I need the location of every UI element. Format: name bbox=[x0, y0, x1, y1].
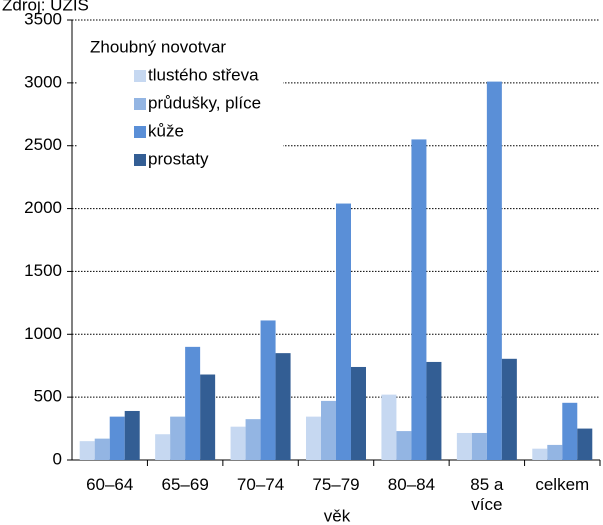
bar bbox=[456, 432, 472, 460]
x-tick-label: 65–69 bbox=[161, 475, 209, 494]
x-tick-label: 80–84 bbox=[387, 475, 436, 494]
legend-swatch bbox=[134, 98, 146, 110]
legend-swatch bbox=[134, 126, 146, 138]
y-tick-label: 0 bbox=[53, 449, 62, 468]
x-tick-label: 70–74 bbox=[236, 475, 285, 494]
bar bbox=[155, 434, 171, 460]
legend-swatch bbox=[134, 154, 146, 166]
bar bbox=[321, 400, 336, 460]
bar bbox=[124, 410, 140, 460]
bar bbox=[396, 431, 412, 460]
bar bbox=[185, 346, 201, 460]
bar bbox=[230, 426, 246, 460]
legend-label: tlustého střeva bbox=[148, 65, 259, 84]
bar bbox=[109, 416, 125, 460]
y-tick-label: 500 bbox=[34, 387, 62, 406]
legend-label: kůže bbox=[148, 121, 184, 140]
legend-label: průdušky, plíce bbox=[148, 93, 261, 112]
source-note: Zdroj: ÚZIS bbox=[2, 0, 89, 14]
bar bbox=[577, 428, 593, 460]
legend-box bbox=[78, 30, 283, 180]
bar bbox=[336, 203, 351, 461]
bar bbox=[471, 432, 487, 460]
legend-title: Zhoubný novotvar bbox=[90, 37, 226, 56]
y-tick-label: 3500 bbox=[24, 9, 62, 28]
bar bbox=[94, 438, 110, 460]
legend-swatch bbox=[134, 70, 146, 82]
x-tick-label: celkem bbox=[535, 475, 590, 494]
y-tick-label: 2000 bbox=[24, 198, 62, 217]
bar bbox=[411, 139, 427, 460]
bar bbox=[381, 394, 397, 460]
bar bbox=[547, 444, 563, 460]
y-tick-label: 1500 bbox=[24, 261, 62, 280]
x-tick-label: 85 a více bbox=[470, 475, 504, 514]
bar bbox=[245, 419, 261, 460]
bar bbox=[501, 358, 517, 460]
bar bbox=[79, 441, 95, 460]
bar bbox=[426, 361, 442, 460]
bar bbox=[351, 366, 366, 460]
y-tick-label: 1000 bbox=[24, 324, 62, 343]
bar bbox=[260, 320, 276, 460]
bar bbox=[275, 353, 291, 460]
bar bbox=[200, 374, 216, 460]
bar bbox=[486, 81, 502, 460]
bar bbox=[562, 402, 578, 460]
x-tick-label: 75–79 bbox=[312, 475, 360, 494]
legend-label: prostaty bbox=[148, 149, 209, 168]
y-tick-label: 3000 bbox=[24, 72, 62, 91]
bar bbox=[532, 448, 548, 460]
x-axis-label: věk bbox=[324, 506, 351, 525]
x-tick-label: 60–64 bbox=[86, 475, 134, 494]
bar bbox=[170, 416, 186, 460]
bar bbox=[306, 416, 321, 460]
y-tick-label: 2500 bbox=[24, 135, 62, 154]
